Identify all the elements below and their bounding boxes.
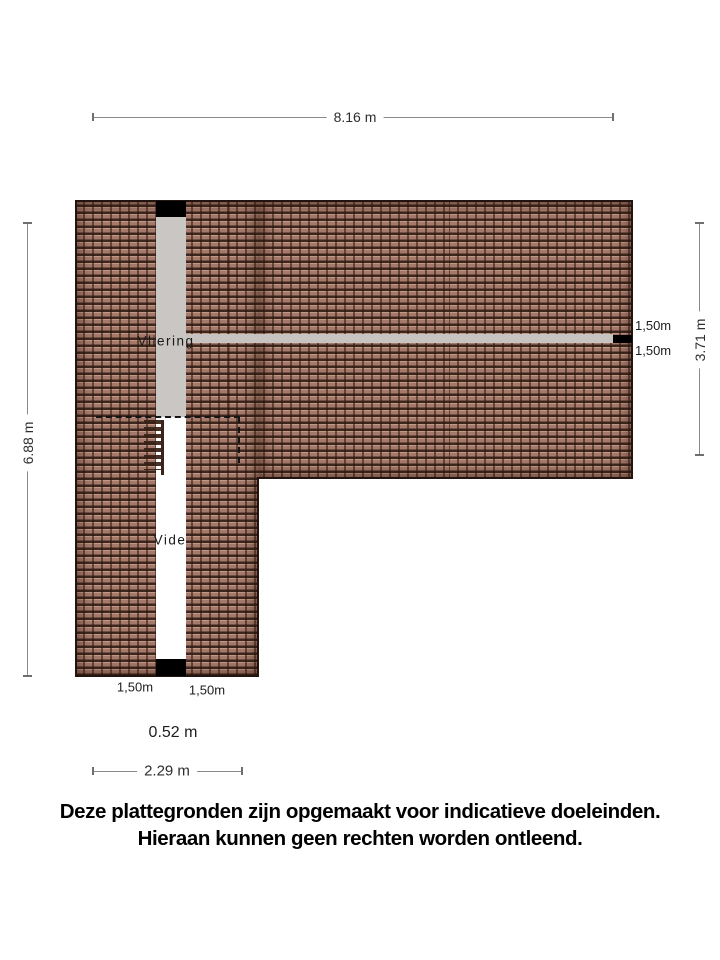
room-label-vliering: Vliering: [137, 333, 195, 349]
loft-ladder-icon: [144, 420, 162, 470]
corridor-opening-top: [156, 201, 186, 217]
corridor-opening-bottom: [156, 659, 186, 676]
roof-edge-bottom-main: [257, 477, 633, 479]
roof-edge-leg-bottom: [75, 675, 259, 677]
roof-valley-seam: [228, 202, 230, 417]
dashed-headroom-line-vertical: [238, 417, 240, 463]
dimension-label-right-lower: 1,50m: [635, 343, 672, 358]
dimension-label-vide-width: 0.52 m: [148, 724, 198, 741]
dimension-label-leg-width: 2.29 m: [137, 762, 197, 780]
dashed-headroom-line-horizontal: [96, 416, 240, 418]
dimension-label-bottom-left: 1,50m: [116, 679, 154, 695]
dimension-label-bottom-right: 1,50m: [188, 682, 226, 698]
roof-edge-leg-right: [257, 477, 259, 677]
dimension-tick: [695, 454, 704, 456]
dimension-tick: [92, 767, 94, 775]
dimension-tick: [241, 767, 243, 775]
walkway-strip: [186, 334, 613, 343]
disclaimer-line-1: Deze plattegronden zijn opgemaakt voor i…: [59, 800, 661, 823]
dimension-label-right-upper: 1,50m: [635, 318, 672, 333]
dimension-label-left-height: 6.88 m: [20, 414, 36, 472]
disclaimer-line-2: Hieraan kunnen geen rechten worden ontle…: [137, 827, 583, 850]
dimension-tick: [23, 675, 32, 677]
dimension-tick: [612, 113, 614, 121]
vliering-corridor: [156, 202, 186, 417]
dimension-tick: [23, 222, 32, 224]
roof-edge-right: [631, 200, 633, 479]
walkway-end-opening: [613, 335, 632, 343]
dimension-tick: [92, 113, 94, 121]
dimension-tick: [695, 222, 704, 224]
roof-edge-top: [75, 200, 633, 202]
room-label-vide: Vide: [153, 532, 187, 548]
roof-edge-left: [75, 200, 77, 677]
dimension-label-overall-width: 8.16 m: [326, 109, 384, 125]
loft-ladder-rail: [161, 420, 164, 475]
dimension-label-right-height: 3.71 m: [692, 311, 708, 369]
disclaimer-text: Deze plattegronden zijn opgemaakt voor i…: [0, 798, 720, 852]
